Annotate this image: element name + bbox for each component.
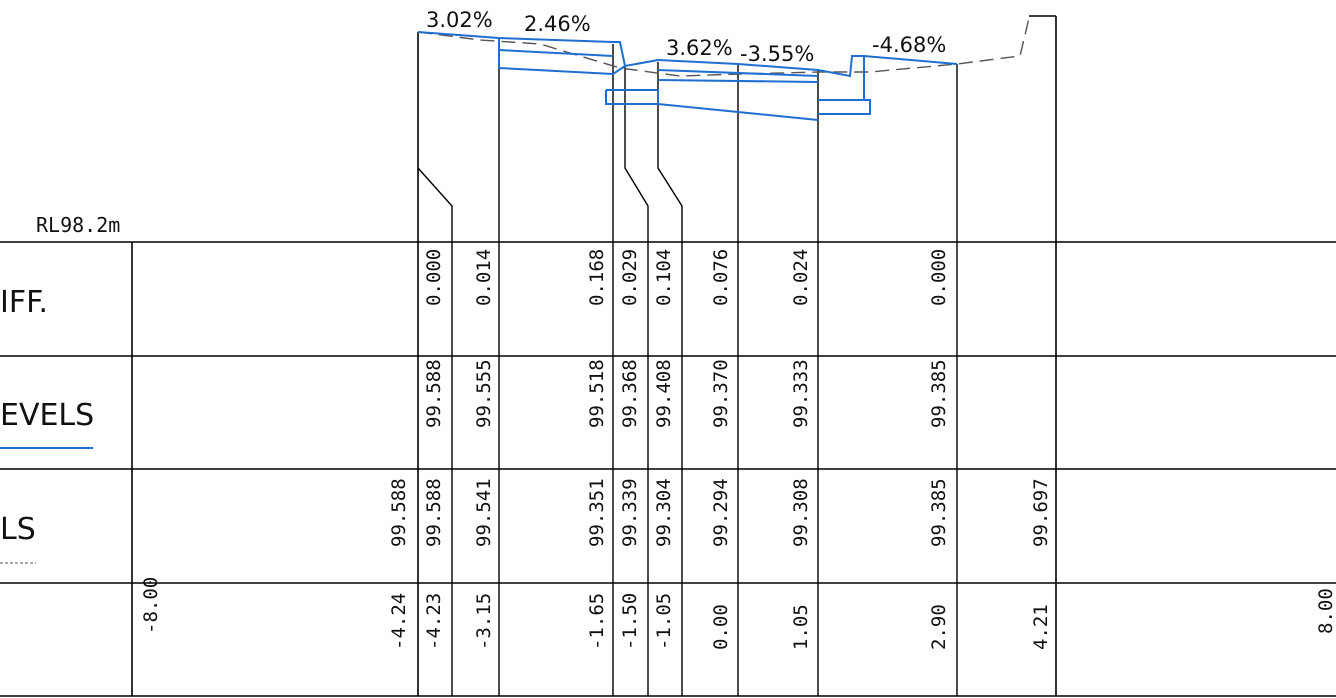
cell-offset: 1.05 bbox=[790, 604, 812, 650]
cell-offset: 2.90 bbox=[928, 604, 950, 650]
cell-existing: 99.697 bbox=[1030, 478, 1052, 547]
cell-offset: -4.23 bbox=[423, 593, 445, 650]
cell-offset: 4.21 bbox=[1030, 604, 1052, 650]
row-label-design: EVELS bbox=[0, 398, 94, 433]
cell-design: 99.555 bbox=[473, 359, 495, 428]
grade-label: 3.02% bbox=[426, 8, 493, 32]
cell-diff: 0.104 bbox=[653, 249, 675, 306]
cell-design: 99.588 bbox=[423, 359, 445, 428]
table-values: -8.00 99.588 -4.24 0.000 99.588 99.588 -4.23 0.… bbox=[140, 249, 1336, 650]
cell-diff: 0.024 bbox=[790, 249, 812, 306]
cell-offset: -3.15 bbox=[473, 593, 495, 650]
cell-existing: 99.541 bbox=[473, 478, 495, 547]
grade-label: -4.68% bbox=[872, 33, 946, 57]
cell-existing: 99.339 bbox=[619, 478, 641, 547]
cell-existing: 99.294 bbox=[710, 478, 732, 547]
cell-existing: 99.588 bbox=[388, 478, 410, 547]
existing-surface-line bbox=[417, 17, 1030, 77]
cell-diff: 0.000 bbox=[928, 249, 950, 306]
cell-diff: 0.000 bbox=[423, 249, 445, 306]
row-label-existing: LS bbox=[0, 512, 36, 547]
cell-diff: 0.076 bbox=[710, 249, 732, 306]
cell-existing: 99.588 bbox=[423, 478, 445, 547]
cell-diff: 0.029 bbox=[619, 249, 641, 306]
cell-existing: 99.308 bbox=[790, 478, 812, 547]
cell-design: 99.385 bbox=[928, 359, 950, 428]
grade-labels: 3.02% 2.46% 3.62% -3.55% -4.68% bbox=[426, 8, 946, 66]
cell-offset: -1.05 bbox=[653, 593, 675, 650]
table-grid bbox=[0, 16, 1336, 697]
cell-design: 99.368 bbox=[619, 359, 641, 428]
grade-label: 2.46% bbox=[524, 12, 591, 36]
design-surface bbox=[417, 31, 958, 121]
cell-offset: 0.00 bbox=[710, 604, 732, 650]
datum-label: RL98.2m bbox=[36, 213, 120, 237]
cell-offset: -1.65 bbox=[586, 593, 608, 650]
station-lines bbox=[417, 15, 1056, 696]
cell-existing: 99.385 bbox=[928, 478, 950, 547]
cell-offset: 8.00 bbox=[1315, 588, 1336, 634]
cell-design: 99.333 bbox=[790, 359, 812, 428]
cell-existing: 99.304 bbox=[653, 478, 675, 547]
row-label-diff: IFF. bbox=[0, 285, 48, 320]
cell-offset: -4.24 bbox=[388, 593, 410, 650]
cell-diff: 0.014 bbox=[473, 249, 495, 306]
cell-diff: 0.168 bbox=[586, 249, 608, 306]
grade-label: 3.62% bbox=[666, 36, 733, 60]
cell-offset: -8.00 bbox=[140, 577, 162, 634]
cell-design: 99.408 bbox=[653, 359, 675, 428]
cell-design: 99.518 bbox=[586, 359, 608, 428]
cell-design: 99.370 bbox=[710, 359, 732, 428]
cell-existing: 99.351 bbox=[586, 478, 608, 547]
grade-label: -3.55% bbox=[740, 42, 814, 66]
cell-offset: -1.50 bbox=[619, 593, 641, 650]
